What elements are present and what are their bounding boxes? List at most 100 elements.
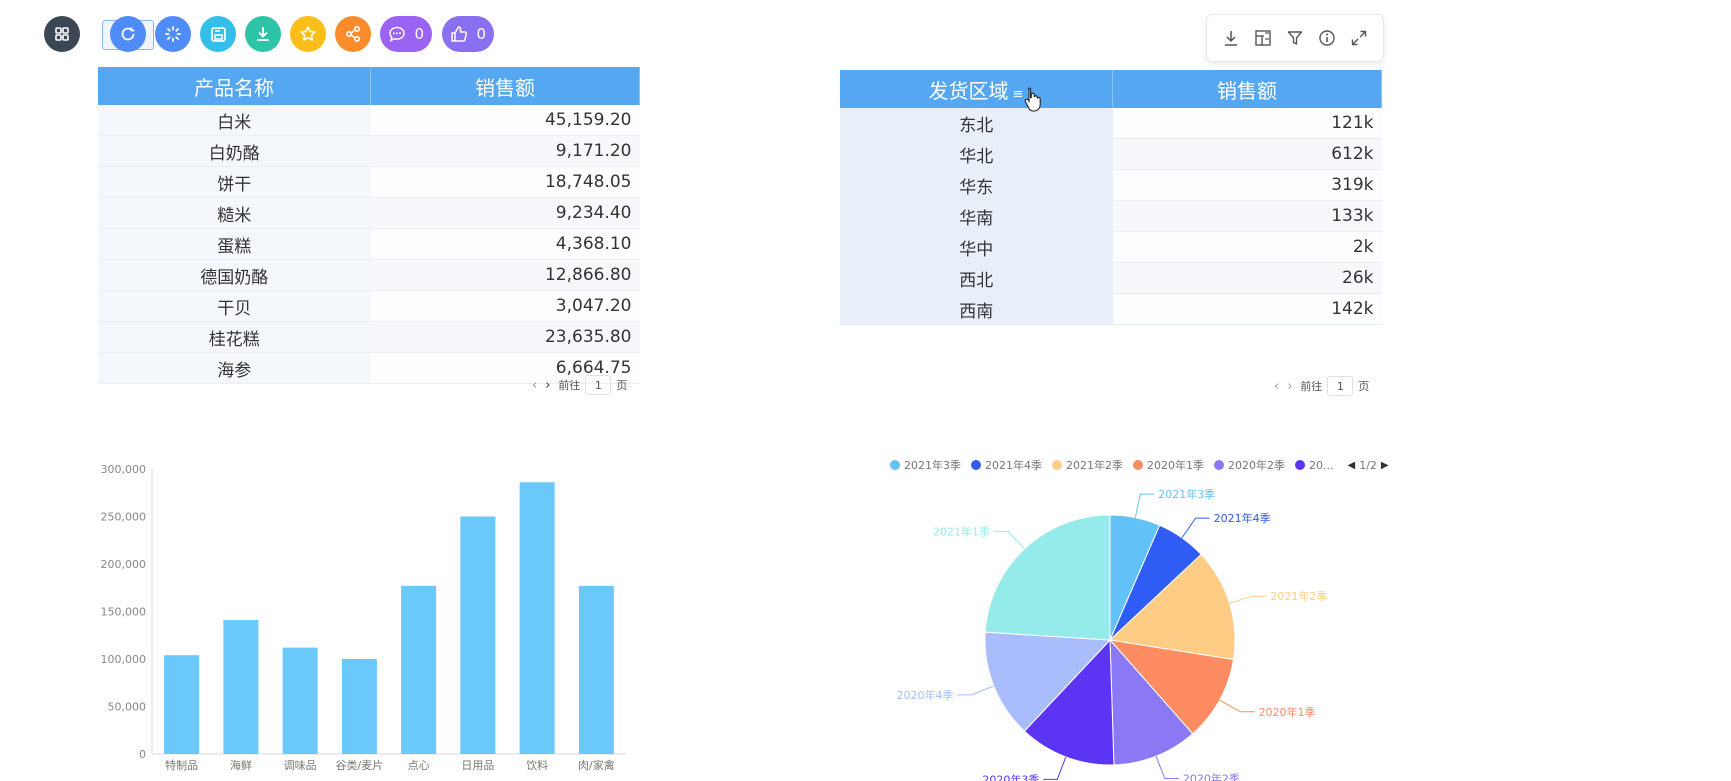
download-icon <box>1225 31 1237 46</box>
table-cell-value: 3,047.20 <box>370 290 640 322</box>
fullscreen-button[interactable] <box>1348 27 1370 49</box>
table-row[interactable]: 西北 26k <box>840 262 1382 294</box>
legend-item[interactable]: 2021年2季 <box>1052 457 1123 473</box>
like-count: 0 <box>476 25 486 43</box>
download-button[interactable] <box>245 16 281 52</box>
pie-legend: 2021年3季 2021年4季 2021年2季 2020年1季 2020年2季 20...… <box>890 457 1393 473</box>
region-sales-table: 发货区域 ≡ 销售额 东北 121k 华北 612k 华东 319k 华南 133k 华中 2k 西北… <box>840 70 1382 325</box>
pie-slice[interactable] <box>1108 639 1235 735</box>
share-button[interactable] <box>335 16 371 52</box>
pie-slice[interactable] <box>1109 638 1194 766</box>
table-row[interactable]: 华北 612k <box>840 138 1382 170</box>
bar[interactable] <box>519 482 555 754</box>
grid-icon <box>55 27 69 41</box>
bar[interactable] <box>578 585 614 754</box>
save-icon <box>210 26 226 42</box>
table-row[interactable]: 白奶酪 9,171.20 <box>98 135 640 167</box>
next-page-button[interactable]: › <box>1287 378 1293 394</box>
pie-slice[interactable] <box>1108 553 1236 661</box>
y-tick-label: 250,000 <box>101 511 147 524</box>
legend-prev-page-icon[interactable]: ◀ <box>1347 459 1356 471</box>
next-page-button[interactable]: › <box>545 377 551 393</box>
x-tick-label: 饮料 <box>526 758 548 772</box>
table-row[interactable]: 西南 142k <box>840 293 1382 325</box>
bar[interactable] <box>164 655 200 754</box>
column-header-product[interactable]: 产品名称 <box>98 67 371 105</box>
table1-pagination: ‹ › 前往 1 页 <box>532 374 627 396</box>
table-row[interactable]: 华南 133k <box>840 200 1382 232</box>
legend-item[interactable]: 2021年3季 <box>890 457 961 473</box>
refresh-button[interactable] <box>110 16 146 52</box>
table-cell-value: 26k <box>1112 262 1382 294</box>
table-row[interactable]: 华东 319k <box>840 169 1382 201</box>
table-row[interactable]: 糙米 9,234.40 <box>98 197 640 229</box>
pie-label-line <box>1229 595 1267 604</box>
info-button[interactable] <box>1316 27 1338 49</box>
table-cell-name: 华东 <box>840 169 1113 201</box>
like-button[interactable]: 0 <box>442 16 494 52</box>
prev-page-button[interactable]: ‹ <box>532 377 538 393</box>
grid-button[interactable] <box>44 16 80 52</box>
column-header-sales[interactable]: 销售额 <box>370 67 640 105</box>
legend-item[interactable]: 2020年2季 <box>1214 457 1285 473</box>
pie-label: 2020年3季 <box>982 772 1039 781</box>
page-number-input[interactable]: 1 <box>1327 376 1354 396</box>
page-suffix: 页 <box>616 379 628 392</box>
y-tick-label: 200,000 <box>101 558 147 571</box>
prev-page-button[interactable]: ‹ <box>1274 378 1280 394</box>
table-row[interactable]: 桂花糕 23,635.80 <box>98 321 640 353</box>
y-tick-label: 300,000 <box>101 463 147 476</box>
table-row[interactable]: 东北 121k <box>840 108 1382 139</box>
x-tick-label: 肉/家禽 <box>578 758 615 772</box>
table-cell-value: 319k <box>1112 169 1382 201</box>
pie-slice[interactable] <box>984 514 1111 641</box>
legend-item[interactable]: 2020年1季 <box>1133 457 1204 473</box>
x-tick-label: 海鲜 <box>230 758 252 772</box>
table-cell-name: 蛋糕 <box>98 228 371 260</box>
y-tick-label: 0 <box>139 748 146 761</box>
bar[interactable] <box>341 659 377 754</box>
column-header-region[interactable]: 发货区域 ≡ <box>840 70 1113 108</box>
column-header-sales[interactable]: 销售额 <box>1112 70 1382 108</box>
table-row[interactable]: 饼干 18,748.05 <box>98 166 640 198</box>
save-button[interactable] <box>200 16 236 52</box>
bar[interactable] <box>460 516 496 755</box>
filter-icon <box>1287 31 1303 45</box>
legend-swatch <box>1295 460 1305 470</box>
bar[interactable] <box>401 585 437 754</box>
table-row[interactable]: 德国奶酪 12,866.80 <box>98 259 640 291</box>
table-row[interactable]: 白米 45,159.20 <box>98 105 640 136</box>
legend-item[interactable]: 20... <box>1295 459 1334 472</box>
table-row[interactable]: 华中 2k <box>840 231 1382 263</box>
table-cell-value: 2k <box>1112 231 1382 263</box>
table-cell-name: 德国奶酪 <box>98 259 371 291</box>
filter-button[interactable] <box>1284 27 1306 49</box>
table-settings-button[interactable] <box>1252 27 1274 49</box>
legend-next-page-icon[interactable]: ▶ <box>1380 459 1389 471</box>
loading-button[interactable] <box>155 16 191 52</box>
table-cell-value: 133k <box>1112 200 1382 232</box>
legend-label: 20... <box>1309 458 1334 472</box>
pie-slice[interactable] <box>1023 638 1115 766</box>
legend-label: 2021年4季 <box>985 459 1042 472</box>
panel-download-button[interactable] <box>1220 27 1242 49</box>
legend-swatch <box>1052 460 1062 470</box>
bar[interactable] <box>282 647 318 754</box>
table-row[interactable]: 海参 6,664.75 <box>98 352 640 384</box>
comment-button[interactable]: 0 <box>380 16 432 52</box>
page-number-input[interactable]: 1 <box>585 375 612 395</box>
pie-slice[interactable] <box>984 631 1112 732</box>
sort-menu-icon[interactable]: ≡ <box>1012 86 1024 102</box>
star-icon <box>300 26 316 41</box>
table-row[interactable]: 蛋糕 4,368.10 <box>98 228 640 260</box>
legend-item[interactable]: 2021年4季 <box>971 457 1042 473</box>
y-tick-label: 100,000 <box>101 653 147 666</box>
quarterly-sales-pie-chart: 2021年3季 2021年4季 2021年2季 2020年1季 2020年2季 2020年… <box>896 487 1327 781</box>
pie-label-line <box>1134 493 1155 518</box>
favorite-button[interactable] <box>290 16 326 52</box>
y-tick-label: 50,000 <box>108 701 147 714</box>
comment-icon <box>389 26 405 43</box>
pie-label-line <box>957 685 994 696</box>
table-row[interactable]: 干贝 3,047.20 <box>98 290 640 322</box>
bar[interactable] <box>223 620 259 754</box>
